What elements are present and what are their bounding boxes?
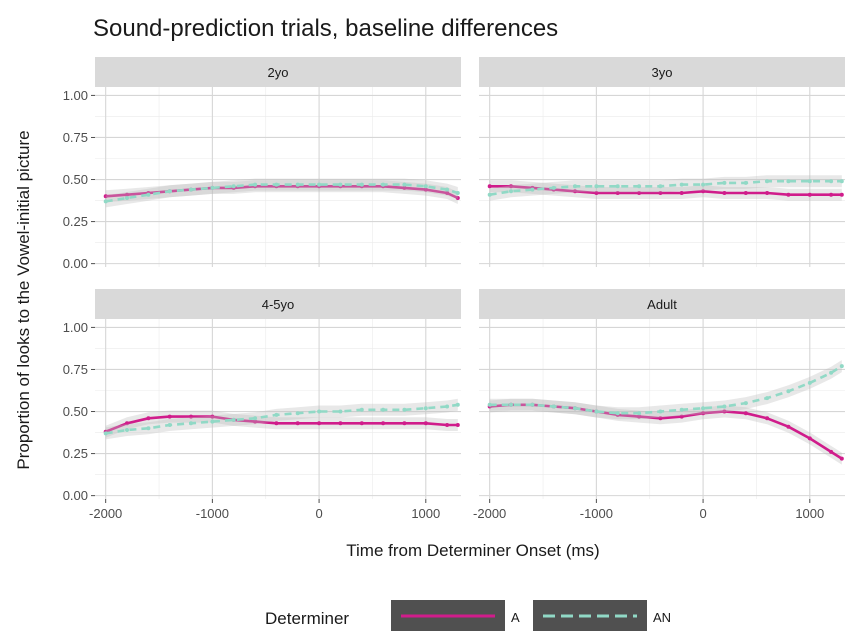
panel-background — [479, 319, 845, 499]
series-line-A — [104, 415, 460, 433]
legend: Determiner A AN — [265, 600, 671, 631]
facet-strip — [479, 289, 845, 319]
series-line-AN — [105, 403, 459, 435]
data-point-AN — [509, 402, 513, 407]
facet-strip-label: Adult — [647, 297, 677, 312]
data-point-AN — [231, 417, 236, 422]
data-point-AN — [509, 189, 513, 194]
facet-strip-label: 2yo — [268, 65, 289, 80]
data-point-AN — [807, 179, 812, 184]
x-tick-label: 0 — [699, 506, 706, 521]
y-tick-label: 0.00 — [63, 256, 88, 271]
data-point-AN — [125, 428, 129, 432]
panel-background — [95, 87, 461, 267]
facet-strip-label: 3yo — [652, 65, 673, 80]
data-point-AN — [125, 196, 129, 200]
legend-label-A: A — [511, 610, 520, 625]
y-tick-label: 0.50 — [63, 172, 88, 187]
facet-strip — [95, 289, 461, 319]
x-tick-label: -2000 — [473, 506, 506, 521]
series-line-AN — [489, 364, 843, 415]
facet-strip — [479, 57, 845, 87]
data-point-AN — [423, 406, 428, 411]
y-tick-label: 1.00 — [63, 320, 88, 335]
data-point-AN — [317, 409, 322, 414]
facet-panels: 2yo 0.00 0.25 0.50 0.75 1.00 3yo 4-5yo 0.00 0.25 0… — [63, 57, 845, 521]
data-point-AN — [317, 182, 322, 187]
data-point-AN — [701, 406, 706, 411]
panel-background — [479, 87, 845, 267]
y-tick-label: 0.75 — [63, 362, 88, 377]
data-point-AN — [615, 184, 620, 189]
facet-panel-Adult: Adult -2000 -1000 0 1000 — [473, 289, 845, 521]
legend-title: Determiner — [265, 609, 349, 628]
confidence-band-AN — [489, 360, 842, 420]
y-tick-label: 1.00 — [63, 88, 88, 103]
confidence-band-A — [489, 180, 842, 201]
data-point-AN — [701, 182, 706, 187]
y-tick-label: 0.25 — [63, 214, 88, 229]
x-tick-label: 1000 — [795, 506, 824, 521]
data-point-AN — [231, 184, 236, 189]
x-tick-label: -2000 — [89, 506, 122, 521]
legend-entries: A AN — [391, 600, 671, 631]
data-point-AN — [423, 184, 428, 189]
data-point-AN — [615, 411, 620, 416]
facet-strip — [95, 57, 461, 87]
legend-label-AN: AN — [653, 610, 671, 625]
y-axis-title: Proportion of looks to the Vowel-initial… — [14, 130, 33, 469]
y-tick-label: 0.75 — [63, 130, 88, 145]
x-axis-title: Time from Determiner Onset (ms) — [346, 541, 599, 560]
facet-panel-4-5yo: 4-5yo 0.00 0.25 0.50 0.75 1.00 -2000 -1000 0 1000 — [63, 289, 461, 521]
panel-background — [95, 319, 461, 499]
facet-panel-3yo: 3yo — [479, 57, 845, 267]
x-tick-label: -1000 — [196, 506, 229, 521]
chart-title: Sound-prediction trials, baseline differ… — [93, 15, 558, 42]
series-line-AN — [105, 183, 459, 203]
y-tick-label: 0.00 — [63, 488, 88, 503]
y-tick-label: 0.25 — [63, 446, 88, 461]
y-tick-label: 0.50 — [63, 404, 88, 419]
x-tick-label: 1000 — [411, 506, 440, 521]
facet-strip-label: 4-5yo — [262, 297, 295, 312]
x-tick-label: -1000 — [580, 506, 613, 521]
facet-panel-2yo: 2yo 0.00 0.25 0.50 0.75 1.00 — [63, 57, 461, 271]
x-tick-label: 0 — [315, 506, 322, 521]
series-line-AN — [489, 179, 842, 196]
